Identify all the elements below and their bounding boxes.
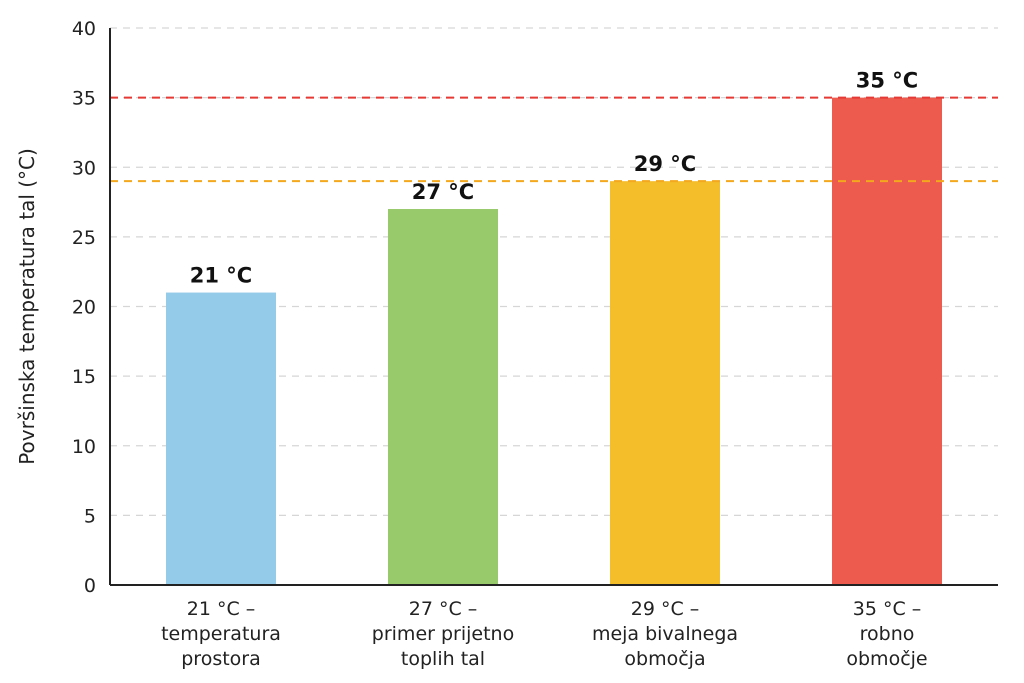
bar	[610, 181, 720, 586]
category-label-line: toplih tal	[401, 648, 485, 670]
category-label-line: 29 °C –	[631, 598, 700, 620]
y-tick-label: 5	[84, 505, 96, 527]
category-label-line: območje	[846, 648, 927, 670]
y-tick-label: 10	[72, 436, 96, 458]
bar	[832, 97, 942, 585]
y-tick-label: 30	[72, 157, 96, 179]
category-label: 35 °C – robno območje	[846, 598, 927, 670]
category-label-line: meja bivalnega	[592, 623, 738, 645]
category-label-line: 21 °C –	[187, 598, 256, 620]
data-label: 29 °C	[634, 152, 696, 176]
category-label: 27 °C – primer prijetno toplih tal	[372, 598, 514, 670]
category-label: 21 °C – temperatura prostora	[161, 598, 281, 670]
category-label-line: temperatura	[161, 623, 281, 645]
data-label: 21 °C	[190, 264, 252, 288]
bar	[388, 209, 498, 585]
y-axis-title: Površinska temperatura tal (°C)	[15, 148, 39, 465]
category-labels: 21 °C – temperatura prostora 27 °C – primer …	[161, 598, 928, 670]
data-labels: 21 °C 27 °C 29 °C 35 °C	[190, 69, 918, 288]
category-label-line: primer prijetno	[372, 623, 514, 645]
reference-lines	[110, 96, 998, 183]
data-label: 27 °C	[412, 180, 474, 204]
y-tick-label: 0	[84, 575, 96, 597]
data-label: 35 °C	[856, 69, 918, 93]
y-tick-label: 25	[72, 227, 96, 249]
y-tick-label: 35	[72, 88, 96, 110]
category-label-line: območja	[624, 648, 705, 670]
y-tick-label: 20	[72, 297, 96, 319]
category-label: 29 °C – meja bivalnega območja	[592, 598, 738, 670]
category-label-line: prostora	[181, 648, 261, 670]
bar	[166, 292, 276, 585]
category-label-line: robno	[860, 623, 915, 645]
y-tick-labels: 0 5 10 15 20 25 30 35 40	[72, 18, 96, 597]
bars	[166, 97, 942, 586]
y-tick-label: 40	[72, 18, 96, 40]
category-label-line: 35 °C –	[853, 598, 922, 620]
axes	[109, 28, 998, 586]
y-tick-label: 15	[72, 366, 96, 388]
category-label-line: 27 °C –	[409, 598, 478, 620]
